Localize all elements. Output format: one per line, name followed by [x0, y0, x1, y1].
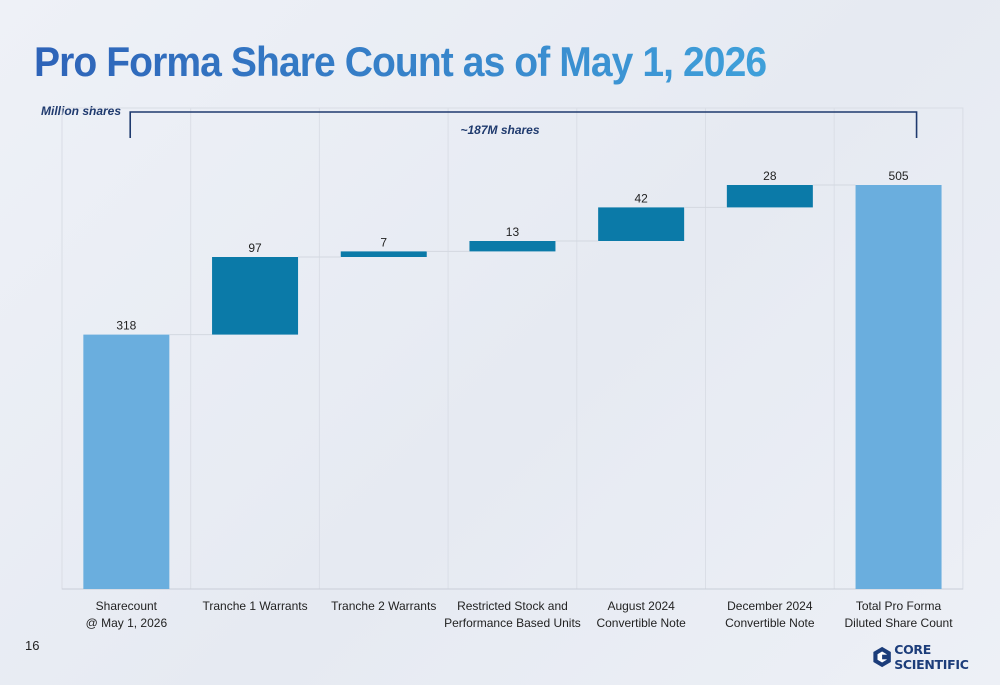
increment-bar [212, 257, 299, 335]
hexagon-logo-icon [873, 646, 891, 668]
data-label: 42 [634, 191, 648, 205]
page-title: Pro Forma Share Count as of May 1, 2026 [34, 38, 767, 86]
page-number: 16 [25, 638, 40, 653]
data-label: 13 [506, 225, 520, 239]
category-label: Tranche 1 Warrants [202, 599, 307, 613]
category-label: @ May 1, 2026 [86, 616, 168, 630]
total-bar [83, 334, 170, 589]
increment-bar [469, 241, 556, 252]
data-label: 318 [116, 319, 136, 333]
increment-bar [598, 207, 685, 241]
data-label: 505 [889, 169, 909, 183]
category-label: Restricted Stock and [457, 599, 568, 613]
data-label: 7 [380, 235, 387, 249]
page-title-text: Pro Forma Share Count as of May 1, 2026 [34, 38, 767, 85]
category-label: Diluted Share Count [845, 616, 954, 630]
company-logo: CORE SCIENTIFIC [872, 642, 1000, 672]
logo-text: CORE SCIENTIFIC [894, 642, 969, 672]
category-label: Performance Based Units [444, 616, 581, 630]
bracket-line [129, 111, 918, 138]
increment-bar [340, 251, 427, 257]
category-label: Sharecount [96, 599, 158, 613]
increment-bar [726, 185, 813, 208]
bracket-label: ~187M shares [460, 123, 540, 137]
category-label: Total Pro Forma [856, 599, 942, 613]
category-label: Convertible Note [596, 616, 686, 630]
data-label: 28 [763, 169, 777, 183]
category-label: Tranche 2 Warrants [331, 599, 436, 613]
category-label: December 2024 [727, 599, 813, 613]
category-label: August 2024 [607, 599, 675, 613]
total-bar [855, 185, 942, 589]
category-label: Convertible Note [725, 616, 815, 630]
plot-area [61, 107, 964, 590]
data-label: 97 [248, 241, 262, 255]
